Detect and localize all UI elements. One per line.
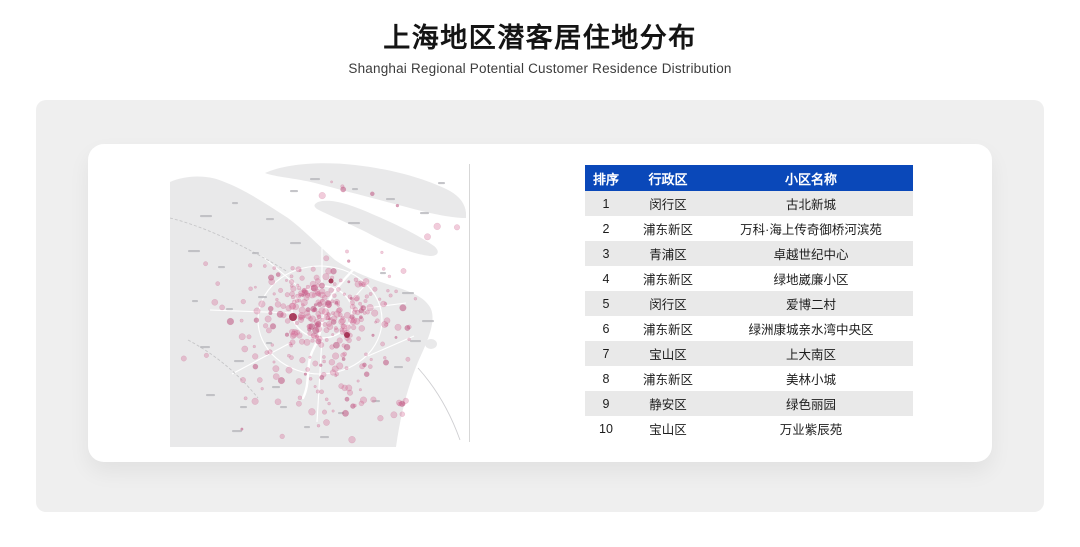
table-row: 10 宝山区 万业紫辰苑 bbox=[585, 416, 913, 441]
table-cell: 上大南区 bbox=[785, 348, 836, 362]
table-row: 2 浦东新区 万科·海上传奇御桥河滨苑 bbox=[585, 216, 913, 241]
table-cell: 浦东新区 bbox=[642, 373, 693, 387]
table-cell: 万科·海上传奇御桥河滨苑 bbox=[740, 223, 882, 237]
table-cell: 闵行区 bbox=[649, 198, 687, 212]
column-header: 排序 bbox=[585, 165, 627, 191]
shanghai-map-image bbox=[170, 160, 466, 447]
table-cell: 4 bbox=[602, 271, 610, 286]
table-cell: 6 bbox=[602, 321, 610, 336]
table-row: 6 浦东新区 绿洲康城亲水湾中央区 bbox=[585, 316, 913, 341]
page-header: 上海地区潜客居住地分布 Shanghai Regional Potential … bbox=[0, 22, 1080, 77]
table-row: 3 青浦区 卓越世纪中心 bbox=[585, 241, 913, 266]
table-header: 排序 行政区 小区名称 bbox=[585, 165, 913, 191]
table-cell: 宝山区 bbox=[649, 423, 687, 437]
table-cell: 浦东新区 bbox=[642, 273, 693, 287]
table-row: 8 浦东新区 美林小城 bbox=[585, 366, 913, 391]
table-row: 9 静安区 绿色丽园 bbox=[585, 391, 913, 416]
table-cell: 卓越世纪中心 bbox=[773, 248, 849, 262]
map-right-border bbox=[469, 164, 470, 442]
table-cell: 7 bbox=[602, 346, 610, 361]
table-cell: 绿地崴廉小区 bbox=[773, 273, 849, 287]
table-cell: 闵行区 bbox=[649, 298, 687, 312]
table-cell: 2 bbox=[602, 221, 610, 236]
table-cell: 3 bbox=[602, 246, 610, 261]
content-card: 排序 行政区 小区名称 1 闵行区 古北新城 2 浦东新区 万科·海上传奇御桥河滨苑 3 青浦区 卓… bbox=[88, 144, 992, 462]
table-row: 5 闵行区 爱博二村 bbox=[585, 291, 913, 316]
table-cell: 静安区 bbox=[649, 398, 687, 412]
table-row: 7 宝山区 上大南区 bbox=[585, 341, 913, 366]
page-subtitle: Shanghai Regional Potential Customer Res… bbox=[348, 61, 732, 76]
ranking-table: 排序 行政区 小区名称 1 闵行区 古北新城 2 浦东新区 万科·海上传奇御桥河滨苑 3 青浦区 卓… bbox=[585, 165, 913, 441]
table-cell: 9 bbox=[602, 396, 610, 411]
table-row: 4 浦东新区 绿地崴廉小区 bbox=[585, 266, 913, 291]
table-cell: 青浦区 bbox=[649, 248, 687, 262]
table-cell: 浦东新区 bbox=[642, 323, 693, 337]
table-cell: 美林小城 bbox=[785, 373, 836, 387]
table-cell: 古北新城 bbox=[785, 198, 836, 212]
table-cell: 1 bbox=[602, 196, 610, 211]
table-cell: 绿洲康城亲水湾中央区 bbox=[748, 323, 874, 337]
table-cell: 宝山区 bbox=[649, 348, 687, 362]
table-cell: 8 bbox=[602, 371, 610, 386]
column-header: 小区名称 bbox=[709, 165, 913, 191]
table-cell: 绿色丽园 bbox=[785, 398, 836, 412]
table-row: 1 闵行区 古北新城 bbox=[585, 191, 913, 216]
table-body: 1 闵行区 古北新城 2 浦东新区 万科·海上传奇御桥河滨苑 3 青浦区 卓越世纪中心 4 浦东新区… bbox=[585, 191, 913, 441]
table-cell: 5 bbox=[602, 296, 610, 311]
table-header-row: 排序 行政区 小区名称 bbox=[585, 165, 913, 191]
table-cell: 浦东新区 bbox=[642, 223, 693, 237]
page-title: 上海地区潜客居住地分布 bbox=[383, 23, 697, 53]
content-panel: 排序 行政区 小区名称 1 闵行区 古北新城 2 浦东新区 万科·海上传奇御桥河滨苑 3 青浦区 卓… bbox=[36, 100, 1044, 512]
residence-distribution-map bbox=[170, 160, 470, 448]
column-header: 行政区 bbox=[627, 165, 709, 191]
table-cell: 爱博二村 bbox=[785, 298, 836, 312]
table-cell: 万业紫辰苑 bbox=[779, 423, 843, 437]
table-cell: 10 bbox=[599, 421, 613, 436]
